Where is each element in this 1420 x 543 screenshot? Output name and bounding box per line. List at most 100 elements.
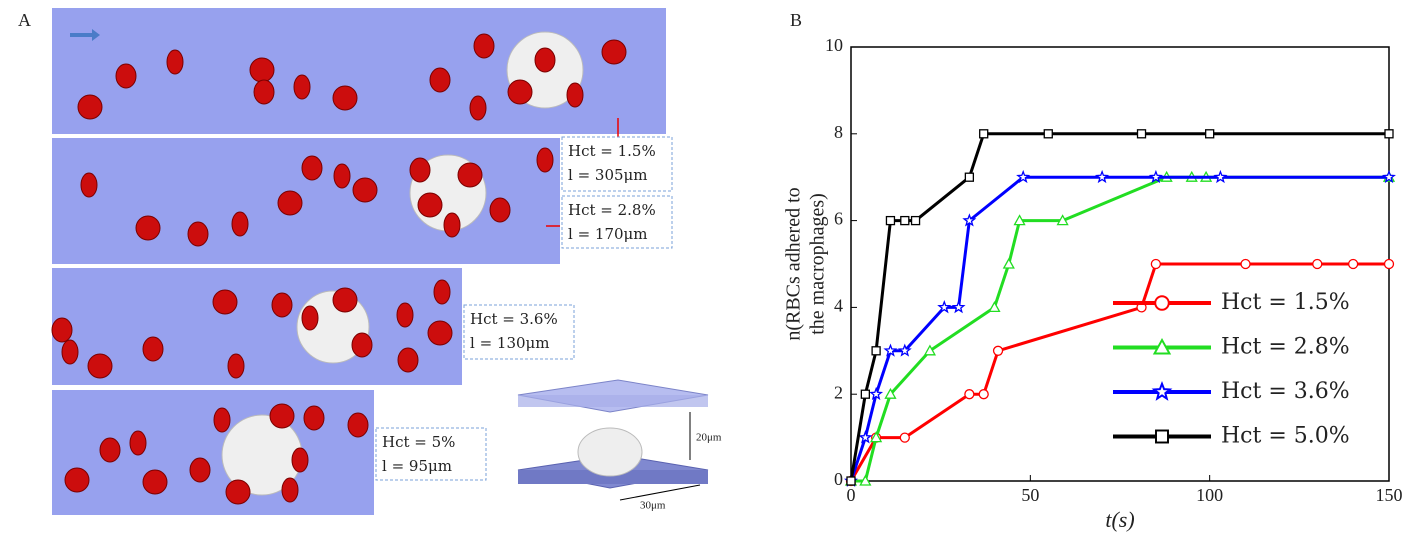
marker: [1136, 129, 1147, 139]
red-blood-cell: [142, 336, 164, 362]
red-blood-cell: [347, 412, 369, 438]
red-blood-cell: [187, 221, 209, 247]
panel-a: 20μm 30μm Hct = 1.5% l = 305μm Hct = 2.8% l…: [51, 8, 722, 515]
annotation-box: [561, 136, 673, 192]
marker: [1152, 337, 1172, 355]
red-blood-cell: [303, 405, 325, 431]
marker: [846, 476, 856, 486]
red-blood-cell: [115, 63, 137, 89]
red-blood-cell: [99, 437, 121, 463]
legend-label: Hct = 2.8%: [1221, 335, 1350, 360]
marker: [992, 345, 1004, 356]
red-blood-cell: [189, 457, 211, 483]
red-blood-cell: [281, 477, 299, 503]
red-blood-cell: [566, 82, 584, 108]
marker: [1205, 129, 1215, 139]
red-blood-cell: [433, 279, 451, 305]
marker: [1154, 295, 1170, 311]
marker: [1016, 169, 1031, 184]
annotation-box: [561, 195, 673, 249]
red-blood-cell: [51, 317, 73, 343]
series-line: [849, 132, 1389, 482]
red-blood-cell: [227, 353, 245, 379]
red-blood-cell: [166, 49, 184, 75]
marker: [923, 344, 937, 356]
red-blood-cell: [269, 403, 295, 429]
marker: [1002, 257, 1015, 269]
marker: [858, 430, 873, 444]
red-blood-cell: [417, 192, 443, 218]
marker: [1043, 129, 1053, 139]
annotation: l = 130μm: [470, 334, 550, 352]
red-blood-cell: [443, 212, 461, 238]
red-blood-cell: [142, 469, 168, 495]
marker: [1347, 258, 1359, 270]
marker: [860, 389, 870, 399]
red-blood-cell: [457, 162, 483, 188]
y-tick-label: 10: [825, 35, 843, 55]
legend-label: Hct = 1.5%: [1221, 290, 1350, 315]
red-blood-cell: [409, 157, 431, 183]
marker: [1095, 169, 1110, 184]
marker: [1213, 169, 1228, 184]
marker: [885, 215, 896, 226]
y-tick-label: 0: [834, 469, 843, 489]
red-blood-cell: [231, 211, 249, 237]
red-blood-cell: [77, 94, 103, 120]
x-tick-label: 50: [1021, 485, 1039, 505]
annotation: Hct = 1.5%: [568, 142, 656, 160]
marker: [988, 301, 1001, 313]
y-axis-label: the macrophages): [807, 193, 829, 335]
red-blood-cell: [129, 430, 147, 456]
marker: [897, 343, 912, 357]
y-axis-label: n(RBCs adhered to: [783, 187, 805, 340]
inset-label: 30μm: [640, 500, 666, 512]
marker: [1312, 258, 1323, 270]
red-blood-cell: [469, 95, 487, 121]
x-tick-label: 150: [1376, 485, 1403, 505]
panel-label: B: [790, 10, 802, 30]
marker: [900, 215, 910, 226]
marker: [937, 300, 952, 314]
channel-image: [52, 268, 462, 385]
marker: [1384, 129, 1394, 139]
marker: [1056, 214, 1069, 226]
x-tick-label: 100: [1196, 485, 1223, 505]
red-blood-cell: [293, 74, 311, 100]
annotation-box: [375, 427, 487, 481]
red-blood-cell: [396, 302, 414, 328]
marker: [1151, 381, 1173, 401]
marker: [978, 389, 989, 400]
red-blood-cell: [225, 479, 251, 505]
red-blood-cell: [352, 177, 378, 203]
red-blood-cell: [253, 79, 275, 105]
flow-arrow: [70, 29, 100, 41]
marker: [951, 300, 966, 314]
inset-label: 20μm: [696, 432, 722, 444]
legend-label: Hct = 5.0%: [1221, 424, 1350, 449]
marker: [870, 431, 883, 443]
marker: [871, 346, 881, 356]
x-tick-label: 0: [847, 485, 856, 505]
marker: [1382, 169, 1396, 184]
red-blood-cell: [301, 305, 319, 331]
marker: [883, 343, 898, 357]
red-blood-cell: [61, 339, 79, 365]
marker: [979, 129, 989, 139]
marker: [962, 213, 977, 227]
annotation-box: [463, 304, 575, 360]
red-blood-cell: [213, 407, 231, 433]
marker: [1013, 214, 1026, 226]
red-blood-cell: [87, 353, 113, 379]
marker: [1150, 258, 1162, 270]
annotation: Hct = 5%: [382, 433, 455, 451]
red-blood-cell: [429, 67, 451, 93]
red-blood-cell: [427, 320, 453, 346]
annotation: l = 95μm: [382, 457, 452, 475]
marker: [1155, 429, 1169, 444]
red-blood-cell: [507, 79, 533, 105]
annotation: Hct = 3.6%: [470, 310, 558, 328]
annotation: l = 305μm: [568, 166, 648, 184]
marker: [910, 215, 921, 226]
